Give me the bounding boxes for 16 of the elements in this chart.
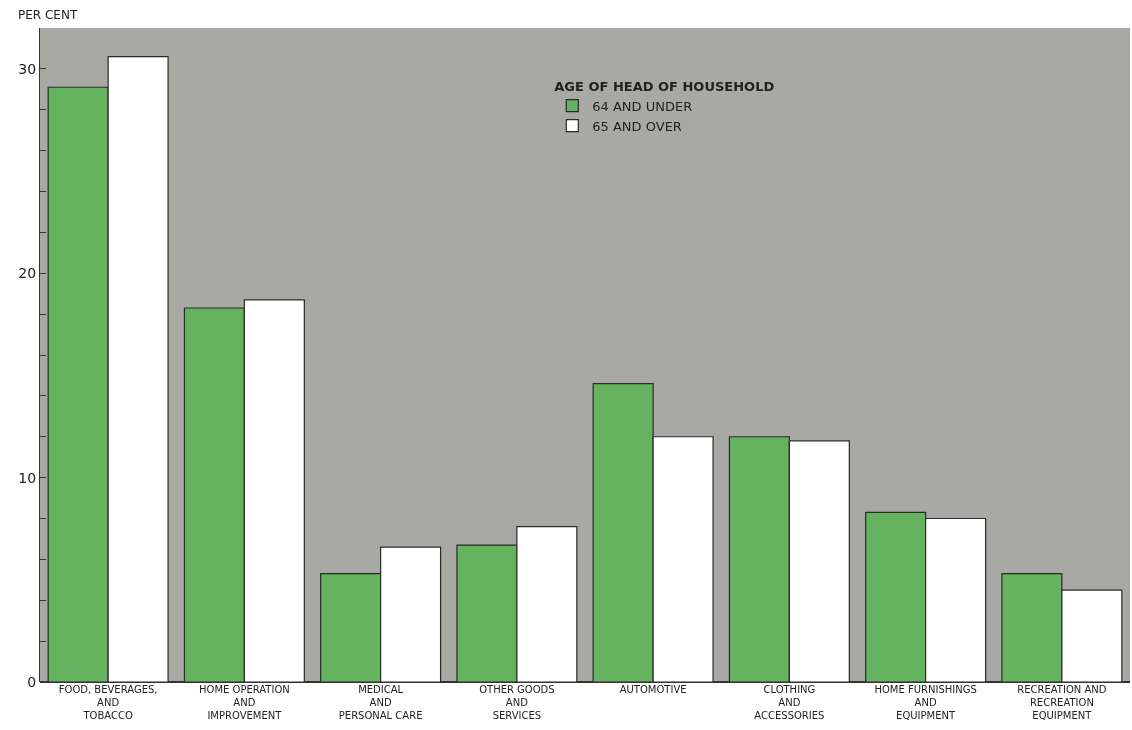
x-tick-label: OTHER GOODS AND SERVICES xyxy=(479,684,555,721)
y-tick-label: 30 xyxy=(18,60,37,77)
y-tick-label: 10 xyxy=(18,469,37,486)
x-tick-label: RECREATION AND RECREATION EQUIPMENT xyxy=(1017,684,1107,721)
x-tick-label: FOOD, BEVERAGES, AND TOBACCO xyxy=(58,684,158,721)
x-tick-label: HOME OPERATION AND IMPROVEMENT xyxy=(199,684,290,721)
x-tick-label: AUTOMOTIVE xyxy=(619,684,687,695)
y-axis-title: PER CENT xyxy=(18,8,78,22)
y-tick-label: 20 xyxy=(18,265,37,282)
y-tick-label: 0 xyxy=(27,673,37,690)
legend-title: AGE OF HEAD OF HOUSEHOLD xyxy=(554,78,775,94)
x-tick-label: MEDICAL AND PERSONAL CARE xyxy=(338,684,423,721)
x-tick-label: HOME FURNISHINGS AND EQUIPMENT xyxy=(874,684,977,721)
x-tick-label: CLOTHING AND ACCESSORIES xyxy=(754,684,825,721)
legend-label: 64 AND UNDER xyxy=(592,98,693,114)
legend-label: 65 AND OVER xyxy=(592,118,682,134)
